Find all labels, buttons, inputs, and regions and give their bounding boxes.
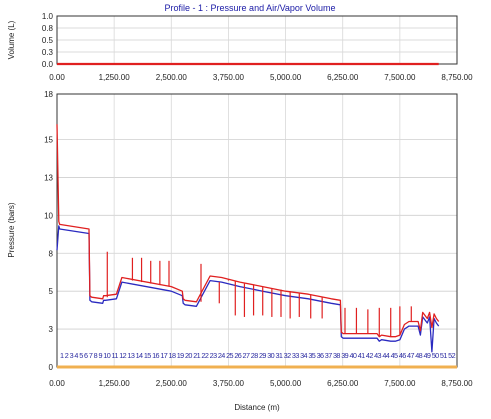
x-tick-label: 3,750.00	[213, 379, 245, 388]
x-tick-label: 3,750.00	[213, 73, 245, 82]
pressure-x-ticks: 0.00 1,250.00 2,500.00 3,750.00 5,000.00 6,25…	[49, 379, 473, 388]
volume-x-ticks: 0.00 1,250.00 2,500.00 3,750.00 5,000.00 6,25…	[49, 73, 473, 82]
y-tick-label: 0	[49, 363, 54, 372]
pressure-y-ticks: 18 15 13 10 8 5 3 0	[44, 90, 53, 372]
x-tick-label: 0.00	[49, 73, 65, 82]
x-tick-label: 6,250.00	[327, 379, 359, 388]
x-tick-label: 1,250.00	[99, 379, 131, 388]
y-tick-label: 10	[44, 211, 53, 220]
x-tick-label: 8,750.00	[441, 379, 473, 388]
x-tick-label: 5,000.00	[270, 73, 302, 82]
x-tick-label: 2,500.00	[156, 379, 188, 388]
y-tick-label: 1.0	[42, 12, 54, 21]
y-tick-label: 3	[49, 325, 54, 334]
red-series-line	[56, 124, 440, 338]
y-tick-label: 0.5	[42, 36, 54, 45]
y-tick-label: 5	[49, 287, 54, 296]
chart-title: Profile - 1 : Pressure and Air/Vapor Vol…	[165, 3, 336, 13]
y-tick-label: 15	[44, 136, 53, 145]
y-tick-label: 0.8	[42, 24, 54, 33]
pressure-plot-frame	[56, 93, 458, 368]
node-labels: 1 2 3 4 5 6 7 8 9 10 11 12 13 14 15 16 1…	[60, 353, 456, 360]
volume-y-axis-label: Volume (L)	[7, 20, 16, 59]
y-tick-label: 8	[49, 249, 54, 258]
x-tick-label: 0.00	[49, 379, 65, 388]
x-tick-label: 7,500.00	[384, 379, 416, 388]
blue-series-line	[56, 225, 440, 353]
pressure-x-axis-label: Distance (m)	[234, 403, 280, 412]
x-tick-label: 6,250.00	[327, 73, 359, 82]
pressure-y-axis-label: Pressure (bars)	[7, 202, 16, 257]
pressure-grid	[56, 93, 458, 368]
y-tick-label: 0.0	[42, 60, 54, 69]
y-tick-label: 0.3	[42, 48, 54, 57]
y-tick-label: 13	[44, 173, 53, 182]
x-tick-label: 1,250.00	[99, 73, 131, 82]
x-tick-label: 7,500.00	[384, 73, 416, 82]
volume-y-ticks: 1.0 0.8 0.5 0.3 0.0	[42, 12, 54, 69]
x-tick-label: 8,750.00	[441, 73, 473, 82]
pressure-spikes	[106, 251, 412, 337]
x-tick-label: 2,500.00	[156, 73, 188, 82]
volume-grid	[56, 15, 458, 65]
x-tick-label: 5,000.00	[270, 379, 302, 388]
pressure-series	[56, 124, 440, 353]
y-tick-label: 18	[44, 90, 53, 99]
